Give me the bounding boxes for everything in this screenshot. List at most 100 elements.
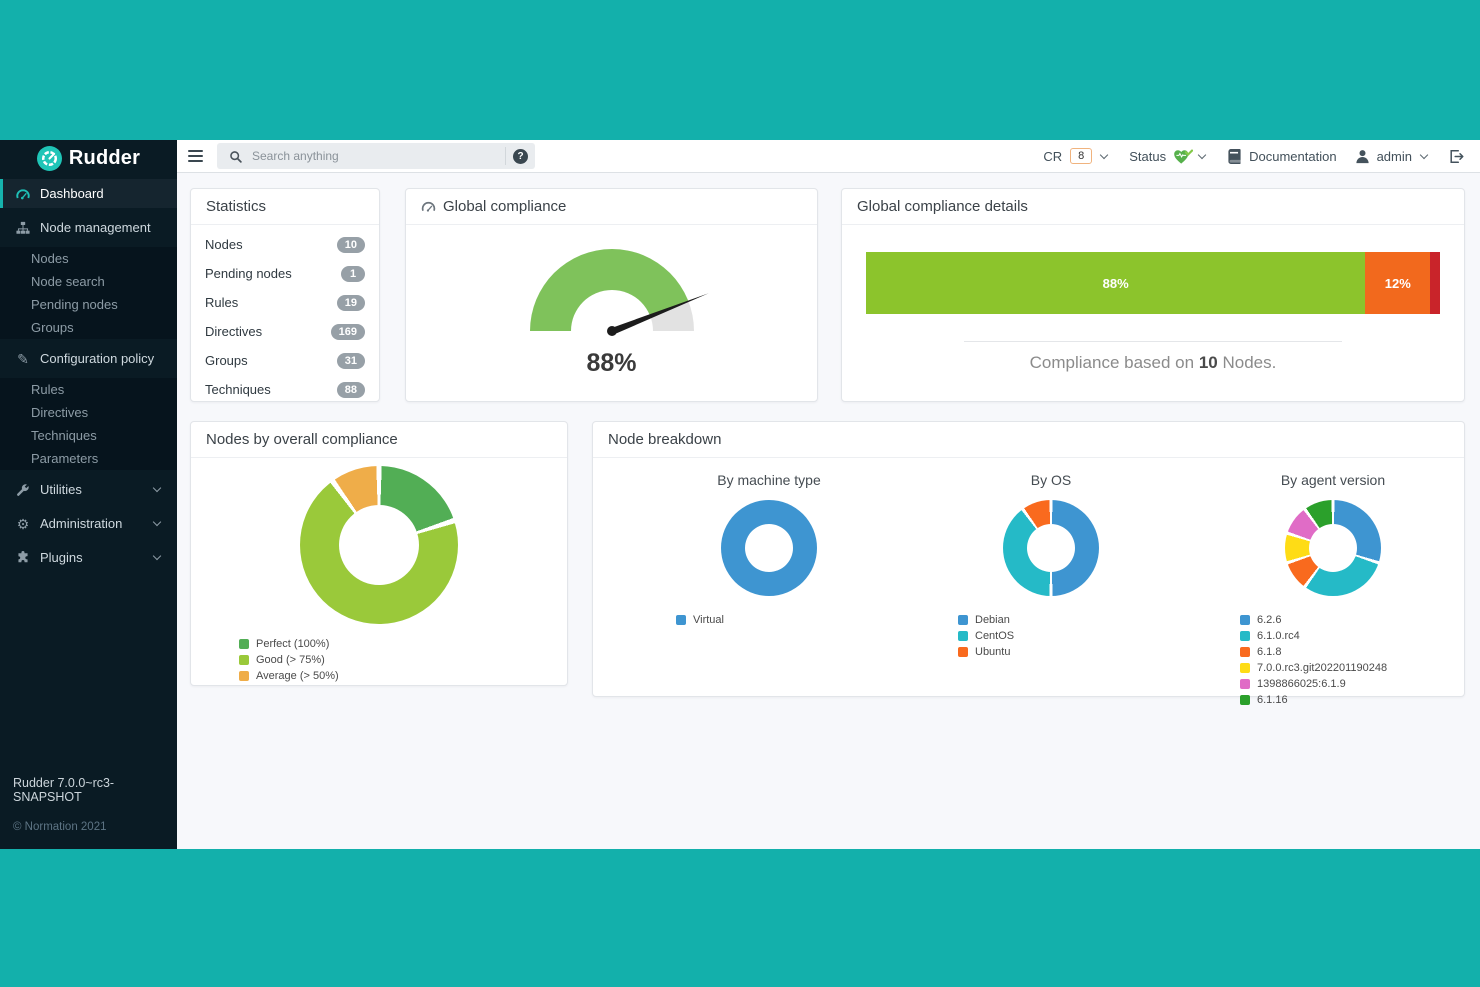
legend-swatch xyxy=(958,615,968,625)
search-divider xyxy=(505,147,506,165)
sidebar-item-label: Dashboard xyxy=(40,186,104,201)
sidebar-item-utilities[interactable]: Utilities xyxy=(0,475,177,504)
legend-item-good-75[interactable]: Good (> 75%) xyxy=(239,654,339,666)
legend-item-ubuntu[interactable]: Ubuntu xyxy=(958,646,1144,658)
stat-row-nodes[interactable]: Nodes 10 xyxy=(205,230,365,259)
stat-row-groups[interactable]: Groups 31 xyxy=(205,346,365,375)
sidebar-item-nodes[interactable]: Nodes xyxy=(0,247,177,270)
search-help-button[interactable]: ? xyxy=(506,148,535,164)
os-legend: Debian CentOS Ubuntu xyxy=(958,614,1144,662)
sidebar-item-rules[interactable]: Rules xyxy=(0,378,177,401)
nodes-by-compliance-donut xyxy=(300,466,458,624)
cr-label: CR xyxy=(1043,148,1063,164)
gauge-pivot xyxy=(606,326,617,336)
nodes-by-compliance-card: Nodes by overall compliance Perfect (100… xyxy=(190,421,568,686)
menu-toggle-icon[interactable] xyxy=(188,150,203,162)
gauge-icon xyxy=(15,186,31,202)
compliance-stacked-bar: 88% 12% xyxy=(866,252,1440,314)
change-requests-dropdown[interactable]: CR 8 xyxy=(1043,148,1109,164)
legend-item-centos[interactable]: CentOS xyxy=(958,630,1144,642)
legend-item-6-2-6[interactable]: 6.2.6 xyxy=(1240,614,1426,626)
app-window: Rudder Dashboard Node management Nodes Node… xyxy=(0,140,1480,849)
global-compliance-card: Global compliance 88% xyxy=(405,188,818,413)
legend-swatch xyxy=(676,615,686,625)
legend-item-virtual[interactable]: Virtual xyxy=(676,614,862,626)
legend-item-debian[interactable]: Debian xyxy=(958,614,1144,626)
sidebar-item-label: Pending nodes xyxy=(31,297,118,312)
sidebar-item-pending-nodes[interactable]: Pending nodes xyxy=(0,293,177,316)
legend-label: 6.1.0.rc4 xyxy=(1257,630,1300,642)
sidebar-item-plugins[interactable]: Plugins xyxy=(0,543,177,572)
stat-count-badge: 10 xyxy=(336,236,365,253)
status-dropdown[interactable]: Status xyxy=(1129,148,1207,165)
os-title: By OS xyxy=(1030,472,1072,488)
sidebar-item-configuration-policy[interactable]: ✎ Configuration policy xyxy=(0,344,177,373)
compliance-bar-segment: 12% xyxy=(1365,252,1431,314)
cr-count-badge: 8 xyxy=(1070,148,1093,164)
search-icon xyxy=(229,150,242,163)
legend-swatch xyxy=(1240,615,1250,625)
sidebar-item-techniques[interactable]: Techniques xyxy=(0,424,177,447)
sidebar-item-administration[interactable]: ⚙ Administration xyxy=(0,509,177,538)
pencil-icon: ✎ xyxy=(17,350,29,367)
machine-type-legend: Virtual xyxy=(676,614,862,630)
legend-swatch xyxy=(958,631,968,641)
sitemap-icon xyxy=(15,220,31,236)
legend-item-1398866025-6-1-9[interactable]: 1398866025:6.1.9 xyxy=(1240,678,1426,690)
chevron-down-icon xyxy=(1419,150,1429,159)
documentation-link[interactable]: Documentation xyxy=(1227,148,1337,164)
legend-label: CentOS xyxy=(975,630,1015,642)
sidebar-item-dashboard[interactable]: Dashboard xyxy=(0,179,177,208)
agent-version-donut xyxy=(1285,500,1381,596)
stat-row-rules[interactable]: Rules 19 xyxy=(205,288,365,317)
sidebar-item-label: Nodes xyxy=(31,251,69,266)
legend-label: Perfect (100%) xyxy=(256,638,330,650)
sidebar-item-node-management[interactable]: Node management xyxy=(0,213,177,242)
topbar: ? CR 8 Status xyxy=(177,140,1480,173)
legend-item-7-0-0-rc3-git202201190248[interactable]: 7.0.0.rc3.git202201190248 xyxy=(1240,662,1426,674)
legend-item-6-1-0-rc4[interactable]: 6.1.0.rc4 xyxy=(1240,630,1426,642)
legend-label: 6.1.16 xyxy=(1257,694,1288,706)
sidebar-item-label: Rules xyxy=(31,382,65,397)
stat-label: Pending nodes xyxy=(205,266,292,281)
stat-label: Rules xyxy=(205,295,239,310)
global-compliance-title: Global compliance xyxy=(443,198,567,215)
rudder-logo[interactable]: Rudder xyxy=(0,140,177,177)
legend-swatch xyxy=(1240,679,1250,689)
username: admin xyxy=(1376,148,1412,164)
stat-row-techniques[interactable]: Techniques 88 xyxy=(205,375,365,404)
wrench-icon xyxy=(15,482,31,498)
sidebar-item-label: Directives xyxy=(31,405,89,420)
puzzle-icon xyxy=(15,550,31,566)
sidebar-item-directives[interactable]: Directives xyxy=(0,401,177,424)
compliance-note: Compliance based on 10 Nodes. xyxy=(1029,353,1277,372)
stat-row-pending-nodes[interactable]: Pending nodes 1 xyxy=(205,259,365,288)
sidebar-item-node-search[interactable]: Node search xyxy=(0,270,177,293)
chevron-down-icon xyxy=(152,483,162,493)
legend-label: 6.1.8 xyxy=(1257,646,1282,658)
stat-count-badge: 1 xyxy=(341,265,365,282)
search-input[interactable] xyxy=(252,149,505,163)
legend-label: Virtual xyxy=(693,614,724,626)
gear-icon: ⚙ xyxy=(16,515,30,532)
health-status-icon xyxy=(1173,148,1194,165)
legend-item-6-1-16[interactable]: 6.1.16 xyxy=(1240,694,1426,706)
sidebar-item-groups[interactable]: Groups xyxy=(0,316,177,339)
machine-type-column: By machine type Virtual xyxy=(638,472,900,710)
sidebar-item-parameters[interactable]: Parameters xyxy=(0,447,177,470)
chevron-down-icon xyxy=(1100,150,1109,159)
rudder-gear-logo-icon xyxy=(36,146,62,171)
legend-item-6-1-8[interactable]: 6.1.8 xyxy=(1240,646,1426,658)
chevron-down-icon xyxy=(152,517,162,527)
user-menu[interactable]: admin xyxy=(1355,148,1429,164)
legend-item-average-50[interactable]: Average (> 50%) xyxy=(239,670,339,682)
sidebar-item-label: Plugins xyxy=(40,550,83,565)
sidebar-item-label: Node search xyxy=(31,274,105,289)
compliance-bar-segment xyxy=(1430,252,1440,314)
os-donut xyxy=(1003,500,1099,596)
stat-row-directives[interactable]: Directives 169 xyxy=(205,317,365,346)
legend-label: Ubuntu xyxy=(975,646,1011,658)
legend-item-perfect-100[interactable]: Perfect (100%) xyxy=(239,638,339,650)
statistics-list: Nodes 10 Pending nodes 1 Rules 19 Directives 16… xyxy=(191,225,379,404)
logout-icon[interactable] xyxy=(1449,149,1464,164)
